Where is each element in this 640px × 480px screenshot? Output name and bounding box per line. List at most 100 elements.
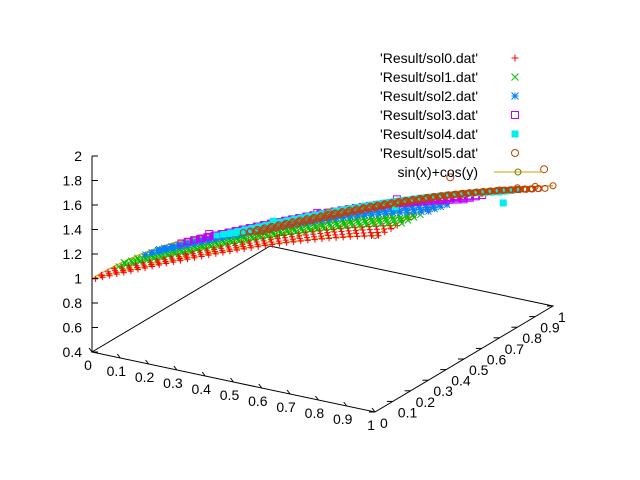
data-point — [333, 234, 340, 241]
legend-label: 'Result/sol3.dat' — [380, 107, 478, 123]
data-point — [205, 252, 212, 259]
x-tick-label: 0.1 — [107, 363, 127, 379]
data-point — [120, 269, 127, 276]
data-point — [248, 244, 255, 251]
data-point — [396, 209, 404, 217]
data-point — [384, 220, 391, 228]
base-plane — [90, 245, 555, 413]
data-point — [360, 210, 368, 218]
data-point — [275, 238, 282, 245]
x-tick-label: 0.4 — [191, 381, 211, 397]
data-point — [354, 233, 361, 240]
data-point — [289, 236, 296, 243]
data-point — [163, 260, 170, 267]
data-point — [541, 184, 549, 192]
y-tick-label: 0.2 — [416, 394, 436, 410]
y-tick-label: 0.1 — [398, 404, 418, 420]
x-tick-label: 0.5 — [220, 387, 240, 403]
legend: 'Result/sol0.dat' 'Result/sol1.dat' 'Resul… — [380, 50, 542, 180]
legend-label: sin(x)+cos(y) — [397, 164, 478, 180]
data-point — [389, 209, 397, 217]
data-point — [248, 224, 255, 231]
x-tick-label: 0.6 — [248, 393, 268, 409]
data-point — [311, 218, 319, 225]
x-tick-mark — [371, 407, 376, 413]
z-tick-label: 0.6 — [63, 320, 83, 336]
data-point — [285, 229, 292, 237]
data-point — [255, 243, 262, 250]
data-point — [262, 242, 269, 249]
data-point — [207, 243, 215, 251]
data-point — [242, 236, 250, 244]
data-point — [320, 225, 328, 233]
data-point — [368, 216, 376, 223]
x-tick-label: 0.3 — [163, 375, 183, 391]
data-point — [415, 202, 423, 210]
data-point — [200, 244, 207, 252]
data-point — [149, 263, 156, 270]
data-point — [234, 247, 241, 254]
data-point — [318, 235, 325, 242]
data-point — [212, 235, 220, 243]
y-tick-label: 1 — [558, 309, 566, 325]
data-point — [340, 220, 348, 228]
data-point — [149, 249, 156, 257]
y-tick-label: 0.4 — [451, 373, 471, 389]
z-tick-label: 0.4 — [63, 344, 83, 360]
data-point — [319, 223, 327, 230]
x-tick-mark — [314, 395, 319, 401]
data-point — [306, 227, 314, 234]
data-point — [122, 261, 130, 269]
x-tick-label: 1 — [367, 417, 375, 433]
surface-point — [549, 182, 557, 190]
legend-marker — [511, 111, 519, 119]
data-point — [325, 216, 333, 223]
data-point — [220, 230, 227, 237]
data-point — [164, 252, 172, 259]
data-point — [171, 250, 179, 258]
data-point — [282, 237, 289, 244]
data-point — [317, 230, 324, 237]
data-point — [346, 211, 354, 219]
data-point — [305, 224, 313, 232]
y-tick-label: 0.3 — [433, 383, 453, 399]
data-point — [213, 232, 220, 239]
series-5 — [239, 165, 549, 237]
x-tick-label: 0.7 — [276, 399, 296, 415]
data-point — [291, 226, 299, 234]
data-point — [115, 263, 123, 270]
data-point — [446, 173, 455, 182]
data-point — [311, 236, 318, 243]
data-point — [219, 249, 226, 256]
data-point — [437, 203, 445, 211]
data-point — [310, 231, 317, 238]
data-point — [347, 213, 354, 221]
data-point — [410, 206, 417, 214]
data-point — [184, 256, 191, 263]
data-point — [416, 204, 423, 212]
data-point — [179, 249, 186, 256]
data-point — [270, 232, 278, 239]
y-tick-label: 0.5 — [469, 362, 489, 378]
x-tick-label: 0.8 — [305, 405, 325, 421]
data-point — [499, 199, 507, 207]
x-tick-mark — [116, 353, 121, 359]
data-point — [331, 229, 338, 236]
data-point — [219, 234, 227, 242]
data-point — [312, 224, 320, 231]
data-point — [221, 240, 229, 248]
data-point — [303, 234, 310, 241]
data-point — [388, 225, 395, 232]
data-point — [261, 240, 268, 247]
data-point — [355, 222, 363, 229]
data-point — [142, 251, 149, 258]
data-point — [198, 253, 205, 260]
data-point — [443, 201, 451, 209]
data-point — [380, 226, 387, 233]
data-point — [191, 240, 199, 248]
data-point — [354, 212, 362, 220]
x-tick-mark — [343, 401, 348, 407]
data-point — [99, 274, 106, 281]
data-point — [136, 258, 144, 266]
data-point — [143, 256, 151, 264]
